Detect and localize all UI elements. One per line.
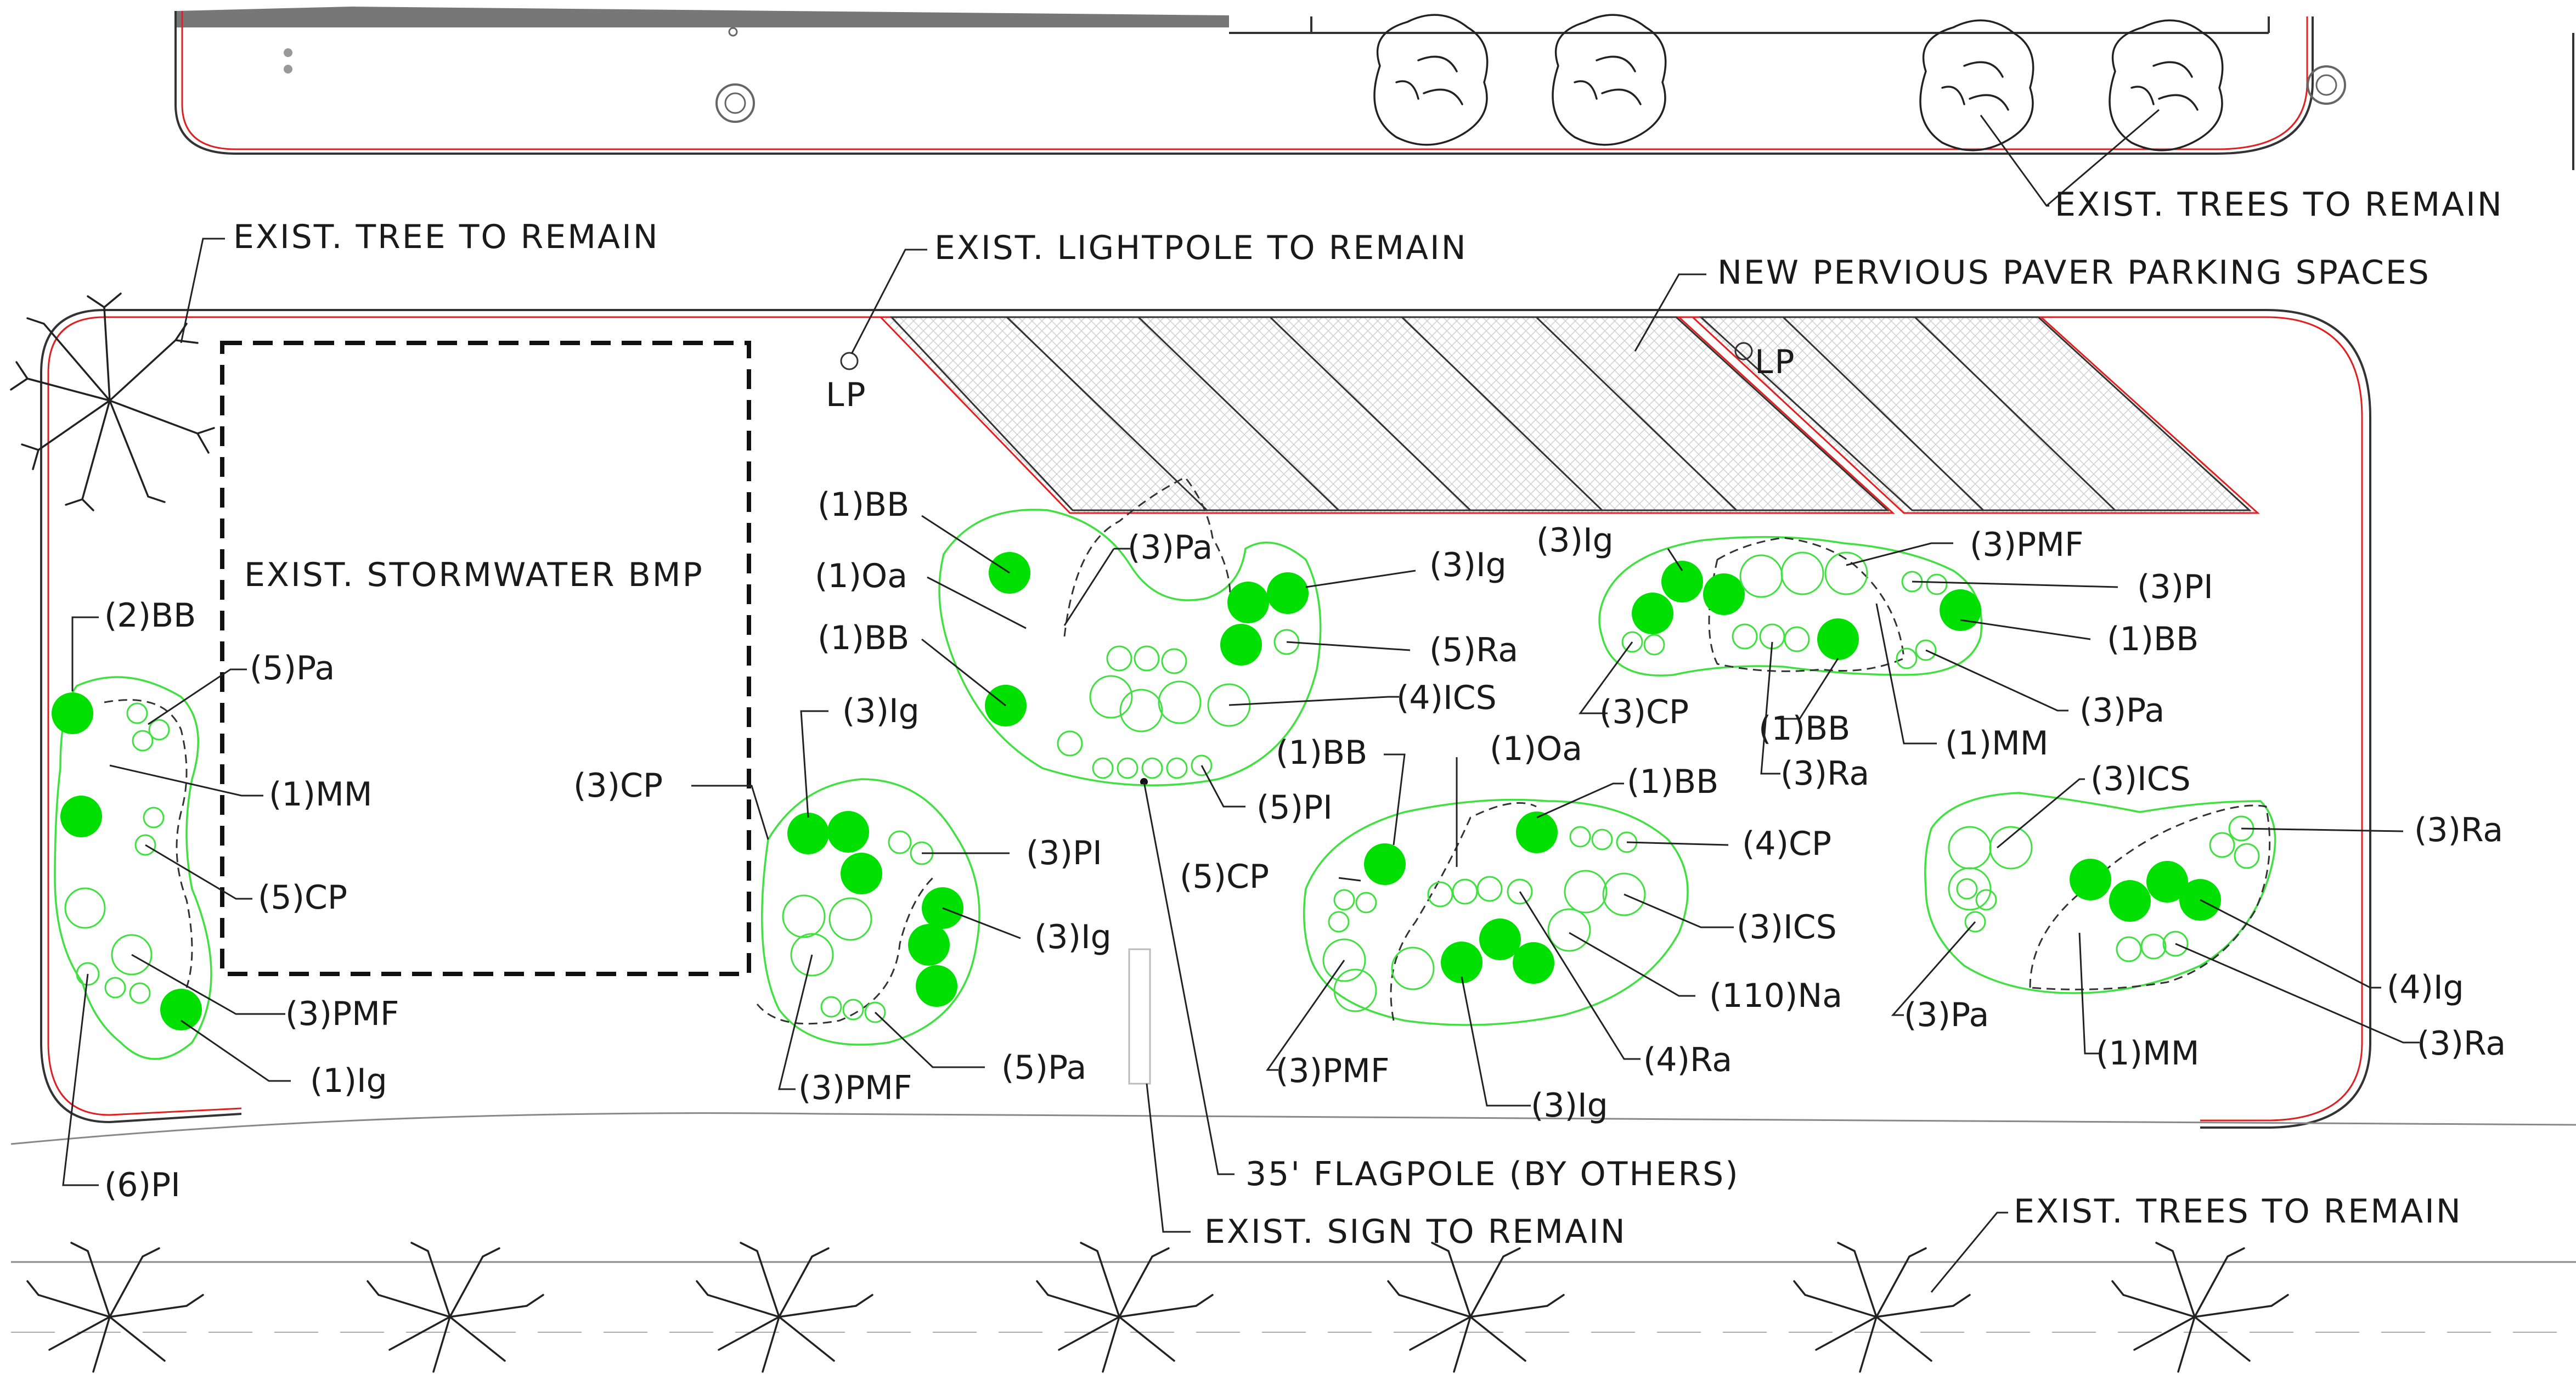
pervious-paver-parking: [878, 316, 2260, 514]
plant-labels-bed-5: (3)Ig (3)PMF (3)PI (1)BB (3)CP (3)Pa (1)…: [1536, 521, 2213, 793]
plant-label: (3)ICS: [2090, 760, 2191, 798]
plant-labels-bed-2: (3)CP (3)Ig (3)PI (3)Ig (5)Pa (3)PMF: [573, 692, 1112, 1107]
plant-label: (5)Pa: [250, 649, 335, 688]
plant-label: (3)PI: [1026, 834, 1102, 872]
exist-sign: [1128, 948, 1151, 1085]
plant-label: (3)Ig: [1429, 546, 1507, 584]
plant-label: (1)BB: [1276, 734, 1367, 772]
top-parking-island: [174, 7, 2574, 170]
plant-label: (3)Pa: [1128, 528, 1213, 567]
stormwater-bmp-boundary: [220, 341, 751, 976]
plant-label: (3)PMF: [285, 995, 399, 1033]
plant-label: (3)Ra: [2414, 811, 2503, 849]
plant-label: (4)Ig: [2387, 968, 2464, 1007]
plant-label: (3)PMF: [1276, 1052, 1389, 1090]
plant-label: (3)CP: [573, 767, 663, 805]
plant-label: (5)Pa: [1001, 1049, 1086, 1087]
plant-label: (1)Oa: [815, 557, 907, 595]
plant-label: (4)CP: [1742, 825, 1831, 863]
plant-label: (3)Pa: [2079, 691, 2164, 730]
lightpole-label-1: LP: [826, 376, 867, 414]
callout-tree-top-left: EXIST. TREE TO REMAIN: [233, 218, 659, 256]
plant-label: (1)BB: [818, 619, 909, 657]
lightpole-icon: [1734, 342, 1753, 360]
plant-label: (4)ICS: [1396, 679, 1497, 717]
plant-label: (1)BB: [1758, 709, 1850, 748]
callout-pavers: NEW PERVIOUS PAVER PARKING SPACES: [1717, 253, 2431, 292]
plant-labels-bed-1: (2)BB (5)Pa (1)MM (5)CP (3)PMF (1)Ig (6)…: [62, 596, 399, 1204]
main-island: [10, 309, 2576, 1333]
plant-label: (3)PI: [2137, 568, 2213, 606]
plant-label: (3)CP: [1599, 693, 1689, 731]
callouts: EXIST. TREE TO REMAIN EXIST. LIGHTPOLE T…: [180, 109, 2504, 1293]
lightpole-label-2: LP: [1755, 343, 1796, 381]
existing-tree-icon: [10, 292, 215, 511]
callout-trees-bottom: EXIST. TREES TO REMAIN: [2014, 1192, 2462, 1231]
plant-label: (3)Pa: [1904, 996, 1989, 1034]
plant-label: (1)MM: [269, 775, 373, 814]
plant-label: (3)Ra: [2417, 1024, 2506, 1063]
plant-label: (5)CP: [258, 878, 347, 917]
plant-labels-bed-4: (1)BB (1)Oa (1)BB (4)CP (5)CP (3)ICS (11…: [1180, 730, 1842, 1125]
planting-bed-4: [1303, 798, 1689, 1026]
callout-sign: EXIST. SIGN TO REMAIN: [1204, 1213, 1627, 1251]
plant-label: (1)BB: [2107, 620, 2199, 658]
callout-trees-top-right: EXIST. TREES TO REMAIN: [2055, 185, 2504, 224]
planting-bed-6: [1924, 792, 2276, 994]
plant-label: (3)Ig: [1536, 521, 1614, 560]
plant-labels-bed-6: (3)ICS (3)Ra (4)Ig (3)Ra (3)Pa (1)MM: [1891, 760, 2506, 1073]
sidewalk-edge: [10, 1112, 2576, 1145]
callout-lightpole: EXIST. LIGHTPOLE TO REMAIN: [934, 229, 1468, 267]
lightpole-icon: [840, 352, 859, 370]
plant-label: (4)Ra: [1643, 1041, 1732, 1079]
planting-bed-1: [52, 676, 212, 1060]
plant-label: (3)PMF: [1970, 526, 2083, 564]
plant-label: (3)ICS: [1737, 908, 1837, 946]
plant-label: (5)PI: [1256, 788, 1333, 827]
existing-trees-top: [1373, 14, 2224, 151]
existing-trees-bottom: [26, 1242, 2289, 1373]
plant-label: (2)BB: [104, 596, 196, 635]
plant-label: (1)Oa: [1490, 730, 1582, 768]
plant-label: (1)MM: [2096, 1034, 2200, 1073]
top-paving-edge: [176, 7, 1229, 27]
plant-label: (110)Na: [1709, 977, 1842, 1015]
callout-flagpole: 35' FLAGPOLE (BY OTHERS): [1245, 1155, 1740, 1193]
plant-label: (3)Ig: [1531, 1086, 1608, 1125]
plant-label: (3)Ra: [1780, 754, 1869, 793]
plant-label: (1)BB: [818, 486, 909, 524]
planting-bed-2: [756, 778, 980, 1046]
plant-label: (3)Ig: [842, 692, 920, 730]
plant-label: (1)Ig: [310, 1062, 387, 1100]
plant-label: (3)PMF: [798, 1069, 912, 1107]
stormwater-bmp-label: EXIST. STORMWATER BMP: [244, 556, 704, 594]
plant-label: (6)PI: [104, 1166, 181, 1204]
plant-label: (1)MM: [1945, 724, 2049, 763]
plant-label: (5)CP: [1180, 858, 1269, 896]
planting-bed-3: [938, 476, 1322, 786]
plant-label: (3)Ig: [1034, 918, 1112, 956]
plant-label: (5)Ra: [1429, 631, 1518, 669]
drain-grate-icon: [2307, 65, 2346, 105]
plant-labels-bed-3: (1)BB (1)Oa (1)BB (3)Pa (3)Ig (5)Ra (4)I…: [815, 486, 1518, 827]
drain-grate-icon: [715, 83, 755, 123]
plant-label: (1)BB: [1627, 763, 1718, 801]
planting-bed-5: [1598, 536, 1983, 677]
